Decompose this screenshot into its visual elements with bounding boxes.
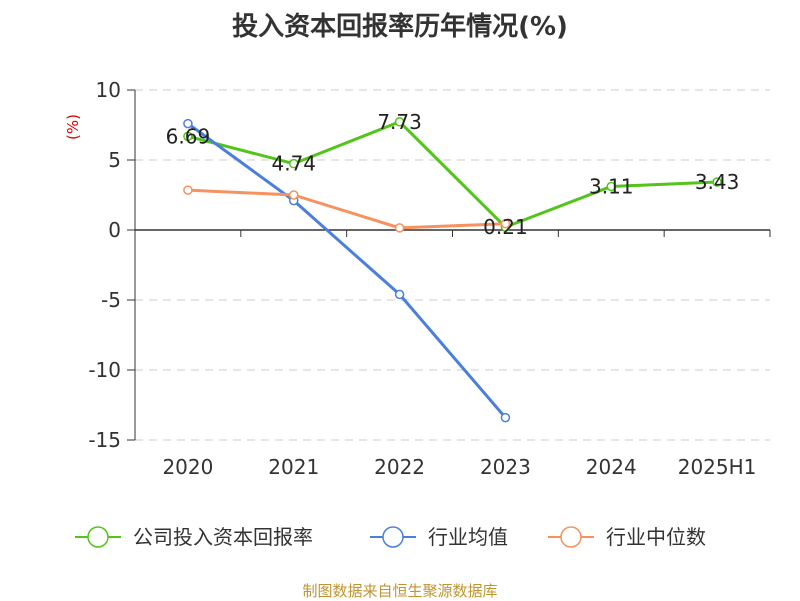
data-point-1 — [183, 118, 193, 129]
x-tick-label: 2022 — [374, 455, 425, 479]
y-tick-label: -5 — [101, 288, 121, 312]
legend-label: 行业均值 — [428, 525, 508, 549]
legend-marker — [560, 526, 582, 548]
data-point-0 — [394, 117, 405, 127]
x-tick-label: 2021 — [268, 455, 319, 479]
y-tick-label: 0 — [108, 218, 121, 242]
legend-marker — [87, 526, 109, 548]
data-point-1 — [500, 412, 511, 423]
data-label: 6.69 — [166, 124, 211, 148]
series-line-1 — [187, 122, 507, 419]
y-tick-label: 5 — [108, 148, 121, 172]
x-tick-label: 2023 — [480, 455, 531, 479]
source-note: 制图数据来自恒生聚源数据库 — [302, 582, 498, 600]
data-point-0 — [606, 181, 616, 192]
data-point-2 — [183, 185, 193, 195]
data-point-0 — [289, 158, 299, 169]
legend-marker — [382, 526, 404, 548]
chart-title: 投入资本回报率历年情况(%) — [232, 12, 568, 42]
legend-label: 行业中位数 — [606, 525, 706, 549]
data-point-2 — [394, 223, 405, 233]
legend-label: 公司投入资本回报率 — [133, 525, 313, 549]
data-point-2 — [289, 190, 299, 200]
y-tick-label: 10 — [96, 78, 121, 102]
data-point-0 — [183, 131, 193, 142]
data-label: 4.74 — [271, 152, 316, 176]
data-point-1 — [394, 289, 405, 300]
x-tick-label: 2024 — [586, 455, 637, 479]
x-tick-label: 2025H1 — [678, 455, 757, 479]
series-line-0 — [187, 120, 718, 229]
y-tick-label: -15 — [88, 428, 121, 452]
data-label: 3.43 — [695, 170, 740, 194]
data-point-0 — [712, 177, 722, 187]
data-label: 7.73 — [377, 110, 422, 134]
x-tick-label: 2020 — [162, 455, 213, 479]
y-tick-label: -10 — [88, 358, 121, 382]
data-label: 3.11 — [589, 174, 634, 198]
series-line-2 — [187, 188, 506, 230]
y-axis-unit: (%) — [64, 114, 82, 140]
data-point-2 — [500, 218, 511, 229]
data-label: 0.21 — [483, 215, 528, 239]
